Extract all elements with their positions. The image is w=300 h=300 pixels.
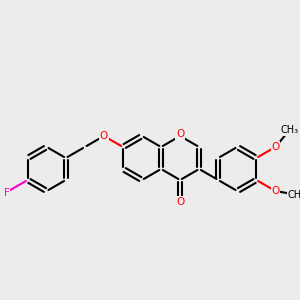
Text: O: O <box>271 142 280 152</box>
Text: CH₃: CH₃ <box>280 125 298 135</box>
Text: CH₃: CH₃ <box>288 190 300 200</box>
Text: O: O <box>176 197 184 207</box>
Text: O: O <box>100 131 108 141</box>
Text: O: O <box>271 186 280 196</box>
Text: F: F <box>4 188 10 198</box>
Text: O: O <box>176 129 184 139</box>
